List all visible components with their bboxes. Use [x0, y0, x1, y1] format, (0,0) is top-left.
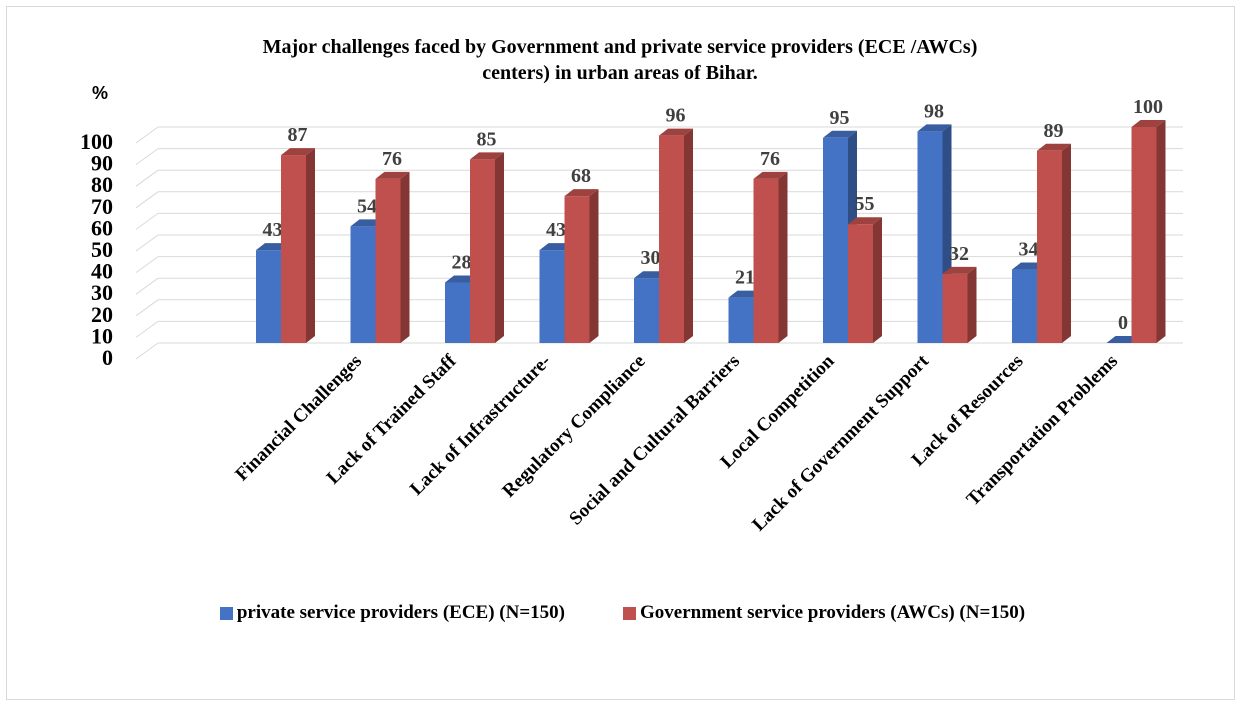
bar-side: [495, 152, 504, 343]
data-label: 89: [1044, 120, 1064, 142]
bar-side: [873, 217, 882, 343]
bar: [1037, 150, 1062, 343]
y-tick-label: 90: [91, 151, 113, 176]
bar: [256, 250, 281, 343]
data-label: 98: [924, 100, 944, 122]
bar-top: [1037, 143, 1071, 151]
bar-side: [684, 128, 693, 343]
data-label: 54: [357, 195, 377, 217]
y-tick-label: 60: [91, 215, 113, 240]
data-label: 68: [571, 165, 591, 187]
gridline-slant: [135, 342, 159, 360]
legend-item-government: Government service providers (AWCs) (N=1…: [623, 602, 1025, 624]
bar-side: [1156, 120, 1166, 343]
data-label: 76: [382, 148, 402, 170]
data-label: 30: [641, 247, 661, 269]
bar: [1131, 127, 1157, 343]
data-label: 32: [949, 243, 969, 265]
bar: [1012, 269, 1037, 343]
bar-side: [306, 148, 315, 343]
bar: [564, 196, 590, 343]
bar-top: [564, 189, 599, 197]
legend-item-private: private service providers (ECE) (N=150): [219, 602, 565, 624]
chart-frame: [6, 6, 1235, 700]
bar: [942, 273, 968, 343]
chart-title: Major challenges faced by Government and…: [180, 34, 1060, 86]
bar-side: [589, 189, 599, 343]
bar: [539, 250, 565, 343]
gridline-slant: [135, 126, 159, 144]
bar-top: [753, 171, 788, 179]
bar: [848, 224, 873, 343]
bar-top: [823, 130, 857, 138]
bar: [634, 278, 659, 343]
bar-top: [470, 152, 504, 160]
gridline-slant: [135, 256, 159, 274]
bar-top: [942, 266, 977, 274]
legend-label-government: Government service providers (AWCs) (N=1…: [640, 602, 1026, 623]
bar: [917, 131, 943, 343]
data-label: 0: [1118, 312, 1128, 334]
data-label: 43: [263, 219, 283, 241]
x-tick-label: Lack of Government Support: [748, 350, 933, 535]
bar-side: [778, 171, 788, 343]
bar-top: [375, 171, 410, 179]
chart-title-line2: centers) in urban areas of Bihar.: [482, 62, 758, 84]
gridline-slant: [135, 320, 159, 338]
bar: [753, 178, 779, 343]
data-label: 21: [735, 267, 755, 289]
bar-side: [1062, 143, 1071, 343]
bar: [728, 297, 754, 343]
bar-top: [1131, 120, 1166, 127]
bar: [350, 226, 376, 343]
y-tick-label: 100: [80, 129, 113, 154]
data-label: 76: [760, 148, 780, 170]
x-tick-label: Transportation Problems: [963, 351, 1123, 511]
y-tick-label: 50: [91, 237, 113, 262]
y-tick-label: 20: [91, 302, 113, 327]
bar-top: [281, 148, 315, 156]
y-tick-label: 0: [102, 345, 113, 370]
bar: [470, 159, 495, 343]
bar: [659, 135, 684, 343]
gridline-slant: [135, 191, 159, 209]
gridline-slant: [135, 234, 159, 252]
bar-top: [659, 128, 693, 136]
bar: [281, 155, 306, 343]
legend-swatch-private: [219, 606, 233, 620]
data-label: 95: [830, 107, 850, 129]
y-tick-label: 40: [91, 259, 113, 284]
x-tick-label: Social and Cultural Barriers: [565, 351, 744, 530]
bar-top: [917, 124, 952, 132]
legend-swatch-government: [623, 606, 636, 620]
y-tick-label: 70: [91, 194, 113, 219]
bar-side: [400, 171, 410, 343]
bar: [823, 137, 848, 343]
y-tick-label: 30: [91, 280, 113, 305]
data-label: 85: [477, 128, 497, 150]
data-label: 55: [855, 193, 875, 215]
bar-side: [967, 266, 977, 343]
data-label: 96: [666, 105, 686, 127]
bar: [445, 282, 470, 343]
gridline-slant: [135, 299, 159, 317]
data-label: 43: [546, 219, 566, 241]
legend: private service providers (ECE) (N=150) …: [0, 602, 1245, 624]
data-label: 100: [1133, 96, 1163, 118]
y-tick-label: 10: [91, 323, 113, 348]
data-label: 34: [1019, 239, 1039, 261]
chart-plot: 0102030405060708090100438754762885436830…: [80, 96, 1183, 535]
legend-label-private: private service providers (ECE) (N=150): [236, 602, 565, 623]
y-axis-label: %: [92, 83, 109, 103]
gridline-slant: [135, 277, 159, 295]
bar: [375, 178, 401, 343]
chart-title-line1: Major challenges faced by Government and…: [262, 36, 978, 58]
y-tick-label: 80: [91, 172, 113, 197]
data-label: 28: [452, 252, 472, 274]
gridline-slant: [135, 169, 159, 187]
gridline-slant: [135, 148, 159, 166]
gridline-slant: [135, 212, 159, 230]
data-label: 87: [288, 124, 308, 146]
bar-top: [848, 217, 882, 225]
